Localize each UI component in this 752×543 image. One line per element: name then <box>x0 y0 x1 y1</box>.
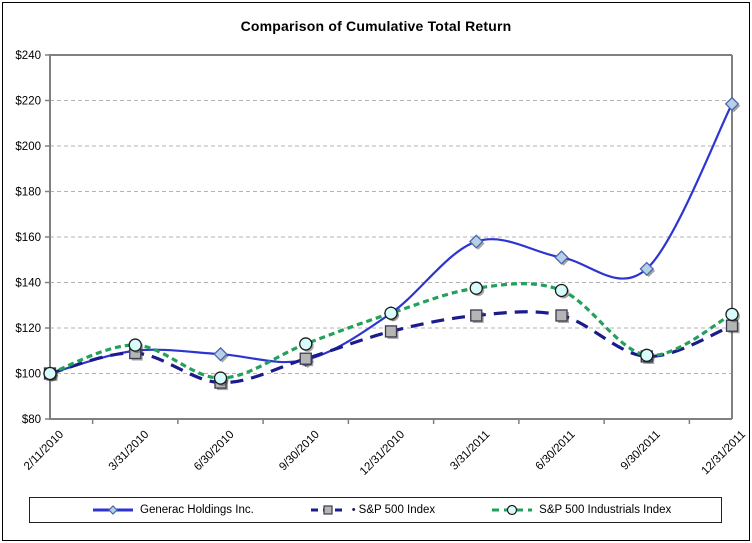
sp500-line-sample-icon <box>310 505 345 515</box>
svg-text:$100: $100 <box>15 369 41 381</box>
series-2 <box>43 281 740 387</box>
y-axis-labels: $240 $220 $200 $180 $160 $140 $120 $100 $80 <box>15 50 41 426</box>
legend-label-sp500: S&P 500 Index <box>358 504 436 516</box>
svg-text:$140: $140 <box>15 278 41 290</box>
svg-text:$120: $120 <box>15 323 41 335</box>
svg-text:$220: $220 <box>15 96 41 108</box>
svg-text:$200: $200 <box>15 141 41 153</box>
legend-item-sp500: • S&P 500 Index <box>310 503 435 517</box>
svg-text:3/31/2011: 3/31/2011 <box>448 429 492 473</box>
svg-text:12/31/2011: 12/31/2011 <box>700 429 749 478</box>
legend-label-generac: Generac Holdings Inc. <box>140 504 254 516</box>
svg-text:$80: $80 <box>22 414 41 426</box>
series-1 <box>43 309 740 391</box>
legend: Generac Holdings Inc. • S&P 500 Index S&… <box>29 497 722 523</box>
bullet-dot-icon: • <box>351 504 356 516</box>
svg-text:$240: $240 <box>15 50 41 62</box>
axes <box>45 54 733 424</box>
svg-text:6/30/2010: 6/30/2010 <box>192 429 237 474</box>
legend-item-industrials: S&P 500 Industrials Index <box>491 503 671 517</box>
svg-text:12/31/2010: 12/31/2010 <box>358 429 407 478</box>
svg-text:$180: $180 <box>15 187 41 199</box>
svg-text:$160: $160 <box>15 232 41 244</box>
gridlines <box>50 100 732 374</box>
industrials-line-sample-icon <box>492 504 533 516</box>
legend-item-generac: Generac Holdings Inc. <box>92 503 254 517</box>
chart-title: Comparison of Cumulative Total Return <box>240 18 512 34</box>
svg-text:2/11/2010: 2/11/2010 <box>22 429 66 473</box>
svg-text:9/30/2011: 9/30/2011 <box>619 429 663 473</box>
series-0 <box>42 96 741 382</box>
svg-text:9/30/2010: 9/30/2010 <box>277 429 322 474</box>
x-axis-labels: 2/11/2010 3/31/2010 6/30/2010 9/30/2010 12/3… <box>22 429 748 478</box>
svg-text:3/31/2010: 3/31/2010 <box>107 429 152 474</box>
generac-line-sample-icon <box>93 505 133 515</box>
svg-text:6/30/2011: 6/30/2011 <box>534 429 578 473</box>
legend-label-industrials: S&P 500 Industrials Index <box>539 504 672 516</box>
